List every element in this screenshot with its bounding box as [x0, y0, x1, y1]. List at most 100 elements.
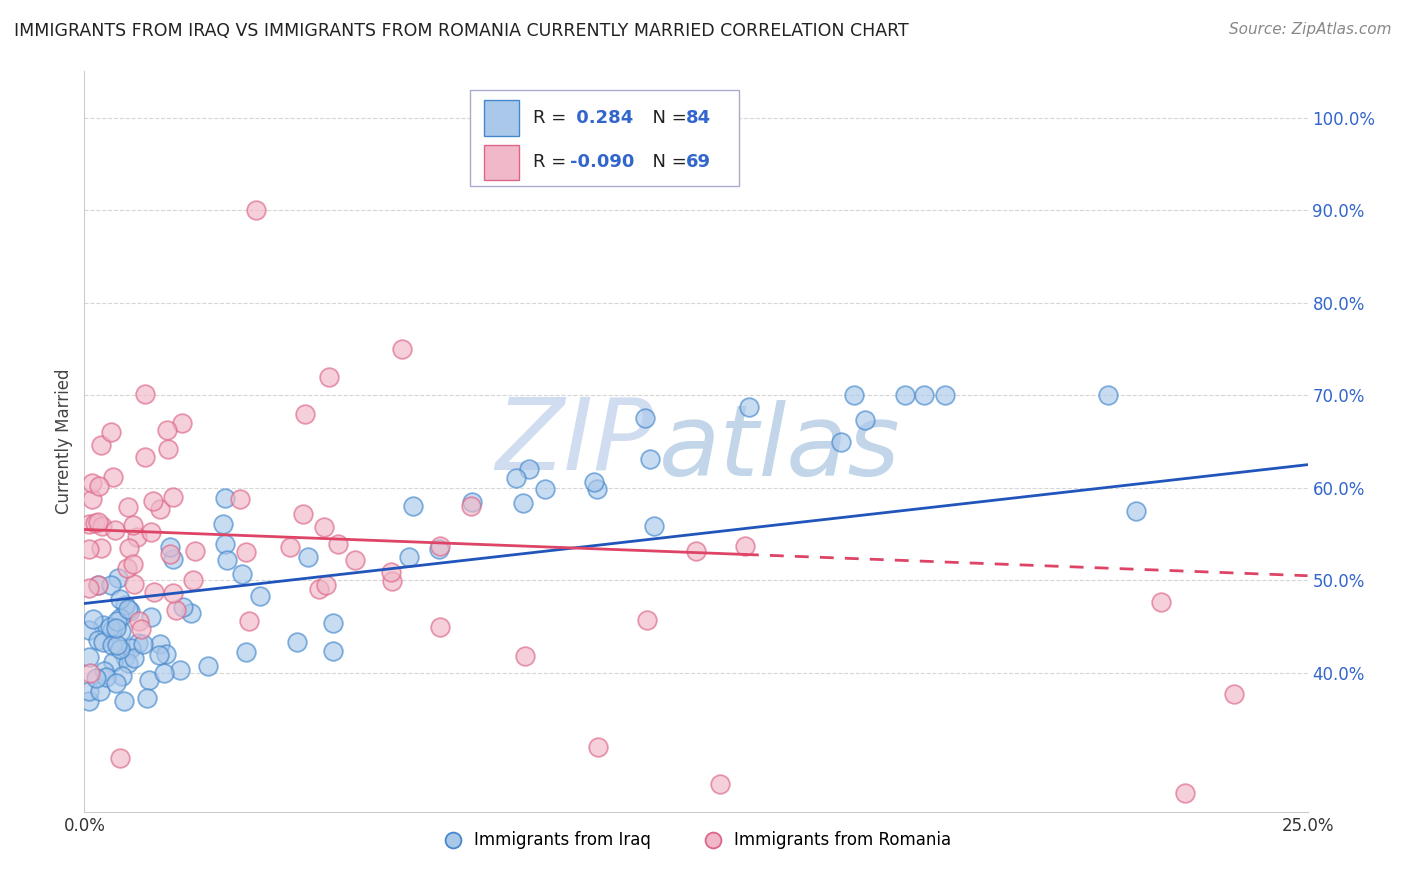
Point — [120, 641, 142, 656]
Point — [314, 520, 336, 534]
Point — [343, 553, 366, 567]
Point — [156, 423, 179, 437]
Point — [380, 574, 402, 588]
Y-axis label: Currently Married: Currently Married — [55, 368, 73, 515]
Point — [105, 638, 128, 652]
Point — [142, 494, 165, 508]
Point — [214, 537, 236, 551]
Point — [90, 438, 112, 452]
Point — [134, 387, 156, 401]
Point — [636, 613, 658, 627]
Point — [112, 694, 135, 708]
Point — [104, 621, 127, 635]
Point — [1174, 786, 1197, 800]
Point — [96, 670, 118, 684]
Point — [318, 369, 340, 384]
Point — [512, 496, 534, 510]
Point — [80, 476, 103, 491]
Text: IMMIGRANTS FROM IRAQ VS IMMIGRANTS FROM ROMANIA CURRENTLY MARRIED CORRELATION CH: IMMIGRANTS FROM IRAQ VS IMMIGRANTS FROM … — [14, 22, 908, 40]
Point — [100, 638, 122, 652]
Point — [98, 620, 121, 634]
Text: atlas: atlas — [659, 401, 901, 498]
Text: ZIP: ZIP — [495, 393, 654, 490]
Point — [427, 542, 450, 557]
Point — [184, 543, 207, 558]
Point — [152, 665, 174, 680]
Text: N =: N = — [641, 153, 692, 171]
Point — [139, 610, 162, 624]
Point — [107, 571, 129, 585]
Point — [297, 549, 319, 564]
Point — [108, 751, 131, 765]
Point — [104, 676, 127, 690]
Point — [402, 499, 425, 513]
Point — [114, 598, 136, 612]
Point — [100, 578, 122, 592]
Point — [77, 516, 100, 531]
Point — [82, 612, 104, 626]
Point — [162, 585, 184, 599]
Point — [853, 412, 876, 426]
Point — [249, 589, 271, 603]
Point — [633, 410, 655, 425]
Point — [122, 577, 145, 591]
Point — [118, 603, 141, 617]
Point — [172, 416, 194, 430]
Point — [117, 500, 139, 515]
Point — [159, 547, 181, 561]
Point — [136, 691, 159, 706]
Point — [212, 516, 235, 531]
Text: N =: N = — [641, 109, 692, 127]
Point — [322, 644, 344, 658]
Point — [117, 656, 139, 670]
Point — [278, 540, 301, 554]
FancyBboxPatch shape — [484, 145, 519, 180]
Point — [148, 648, 170, 662]
Point — [77, 541, 100, 556]
Point — [132, 637, 155, 651]
Point — [582, 475, 605, 489]
Point — [149, 637, 172, 651]
Point — [1150, 595, 1173, 609]
Point — [118, 541, 141, 555]
Text: R =: R = — [533, 153, 572, 171]
Point — [912, 388, 935, 402]
Point — [214, 491, 236, 505]
Point — [391, 342, 413, 356]
Point — [505, 471, 527, 485]
Point — [643, 518, 665, 533]
Point — [162, 552, 184, 566]
Point — [101, 469, 124, 483]
Point — [328, 537, 350, 551]
Point — [292, 507, 315, 521]
Point — [110, 641, 132, 656]
Point — [638, 451, 661, 466]
Text: -0.090: -0.090 — [569, 153, 634, 171]
Point — [89, 683, 111, 698]
Point — [398, 549, 420, 564]
Point — [165, 603, 187, 617]
Text: 69: 69 — [686, 153, 711, 171]
Point — [122, 651, 145, 665]
Text: 0.284: 0.284 — [569, 109, 633, 127]
Point — [117, 602, 139, 616]
Point — [108, 592, 131, 607]
Point — [172, 599, 194, 614]
Point — [513, 648, 536, 663]
Point — [128, 614, 150, 628]
Point — [111, 669, 134, 683]
Text: 84: 84 — [686, 109, 711, 127]
Point — [734, 539, 756, 553]
Point — [235, 645, 257, 659]
Point — [830, 434, 852, 449]
Point — [934, 388, 956, 402]
Point — [149, 501, 172, 516]
Point — [114, 650, 136, 665]
Point — [87, 479, 110, 493]
Point — [77, 623, 100, 637]
Point — [125, 530, 148, 544]
Point — [155, 647, 177, 661]
Text: Source: ZipAtlas.com: Source: ZipAtlas.com — [1229, 22, 1392, 37]
Point — [1223, 687, 1246, 701]
Point — [1125, 504, 1147, 518]
